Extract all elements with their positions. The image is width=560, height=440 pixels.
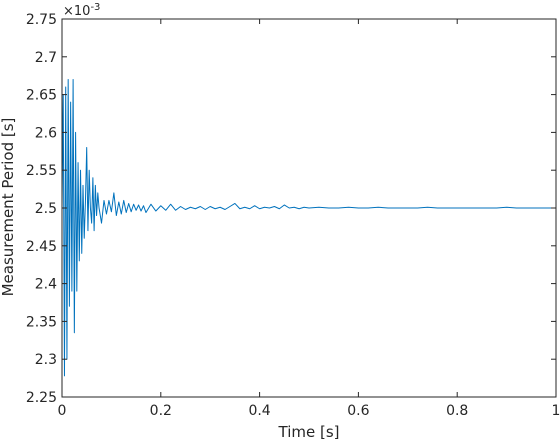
x-axis-title: Time [s] xyxy=(278,423,340,440)
x-tick-label: 0.4 xyxy=(248,403,270,419)
plot-area xyxy=(61,78,556,377)
x-tick-label: 0 xyxy=(58,403,67,419)
y-axis-multiplier: ×10-3 xyxy=(63,2,100,19)
y-tick-label: 2.55 xyxy=(26,163,57,179)
y-tick-label: 2.25 xyxy=(26,390,57,406)
x-tick-label: 0.8 xyxy=(446,403,468,419)
x-axis-ticks: 0 0.2 0.4 0.6 0.8 1 xyxy=(58,19,560,419)
y-tick-label: 2.4 xyxy=(35,277,57,293)
x-tick-label: 1 xyxy=(552,403,560,419)
y-tick-label: 2.3 xyxy=(35,352,57,368)
y-tick-label: 2.45 xyxy=(26,239,57,255)
y-tick-label: 2.75 xyxy=(26,12,57,28)
y-tick-label: 2.7 xyxy=(35,50,57,66)
x-tick-label: 0.2 xyxy=(150,403,172,419)
y-axis-multiplier-exponent: -3 xyxy=(90,2,100,13)
y-tick-label: 2.6 xyxy=(35,125,57,141)
y-axis-multiplier-base: ×10 xyxy=(63,4,90,19)
y-axis-title: Measurement Period [s] xyxy=(0,118,17,297)
y-tick-label: 2.65 xyxy=(26,88,57,104)
series-line-0 xyxy=(61,78,556,377)
x-tick-label: 0.6 xyxy=(347,403,369,419)
y-tick-label: 2.35 xyxy=(26,314,57,330)
y-axis-ticks: 2.25 2.3 2.35 2.4 2.45 2.5 2.55 2.6 2.65 2.7 2.75 xyxy=(26,12,556,406)
y-tick-label: 2.5 xyxy=(35,201,57,217)
